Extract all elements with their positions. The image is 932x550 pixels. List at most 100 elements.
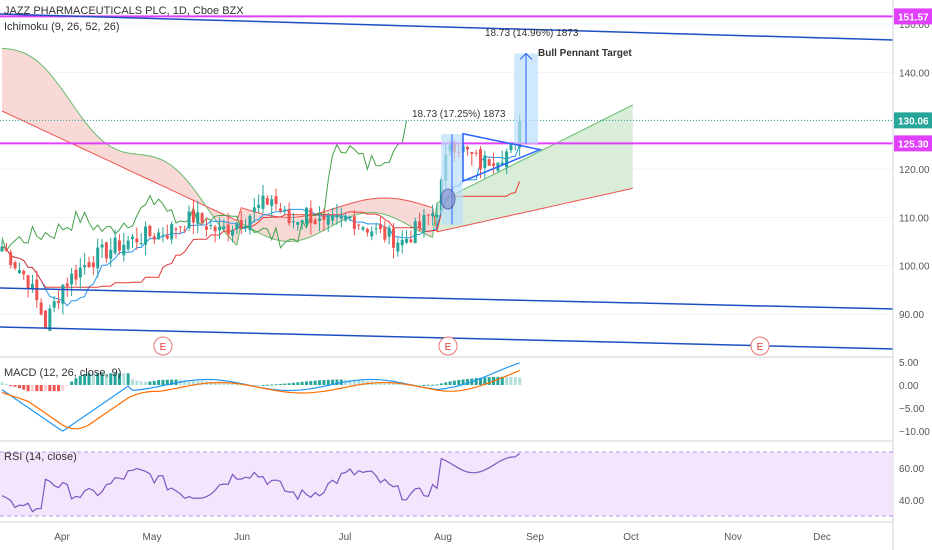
candle-body — [287, 209, 291, 224]
macd-histogram-bar — [191, 380, 195, 385]
time-axis[interactable]: Apr May Jun Jul Aug Sep Oct Nov Dec — [54, 532, 831, 543]
candle-body — [500, 162, 504, 165]
candle-body — [326, 216, 330, 225]
candle-body — [422, 214, 426, 233]
macd-histogram-bar — [335, 379, 339, 385]
macd-histogram-bar — [144, 381, 148, 385]
candle-body — [505, 151, 509, 168]
candle-body — [470, 151, 474, 154]
macd-histogram-bar — [357, 380, 361, 385]
earnings-marker-label: E — [160, 342, 167, 353]
rsi-axis[interactable]: 60.00 40.00 — [899, 464, 924, 507]
channel-top-line — [0, 13, 894, 41]
candle-body — [270, 199, 274, 207]
earnings-marker — [153, 336, 173, 356]
macd-histogram-bar — [87, 373, 91, 385]
price-tick-label: 90.00 — [899, 310, 924, 321]
macd-histogram-bar — [157, 380, 161, 385]
candle-body — [261, 195, 265, 209]
candle-body — [365, 228, 369, 233]
candle-body — [400, 239, 404, 246]
macd-tick-label: −5.00 — [899, 404, 925, 415]
candlesticks — [0, 113, 522, 332]
macd-histogram-bar — [496, 376, 500, 385]
ichimoku-legend: Ichimoku (9, 26, 52, 26) — [4, 21, 120, 33]
macd-histogram-bar — [296, 382, 300, 385]
macd-histogram-bar — [222, 382, 226, 385]
macd-histogram-bar — [113, 373, 117, 385]
price-tick-label: 120.00 — [899, 165, 930, 176]
candle-body — [122, 244, 126, 256]
time-tick-label: Aug — [434, 532, 452, 543]
candle-body — [387, 227, 391, 237]
macd-histogram-bar — [318, 380, 322, 385]
candle-body — [165, 235, 169, 239]
candle-body — [52, 301, 56, 308]
candle-body — [426, 214, 430, 216]
candle-body — [348, 216, 352, 218]
candle-body — [492, 163, 496, 166]
price-tick-label: 140.00 — [899, 68, 930, 79]
earnings-marker — [438, 336, 458, 356]
candle-body — [61, 285, 65, 304]
candle-body — [135, 238, 139, 243]
macd-axis[interactable]: 5.00 0.00 −5.00 −10.00 — [899, 358, 930, 438]
macd-histogram-bar — [196, 380, 200, 385]
macd-histogram-bar — [122, 373, 126, 385]
candle-body — [418, 221, 422, 228]
macd-histogram-bar — [352, 379, 356, 385]
rsi-pane[interactable] — [0, 451, 893, 517]
price-axis[interactable]: 150.00140.00130.00120.00110.00100.0090.0… — [894, 8, 932, 321]
macd-histogram-bar — [374, 381, 378, 385]
time-tick-label: Jul — [339, 532, 352, 543]
macd-histogram-bar — [305, 381, 308, 385]
macd-histogram-bar — [348, 379, 352, 385]
candle-body — [378, 224, 382, 229]
macd-histogram-bar — [274, 384, 278, 386]
ichimoku-lines — [1, 120, 521, 307]
candle-body — [44, 310, 47, 328]
macd-histogram-bar — [61, 385, 65, 391]
candle-body — [357, 224, 361, 226]
macd-histogram-bar — [78, 375, 82, 385]
candle-body — [83, 265, 87, 268]
macd-histogram-bar — [30, 385, 34, 392]
macd-histogram-bar — [278, 383, 282, 385]
candle-body — [200, 213, 204, 223]
macd-histogram-bar — [261, 384, 265, 386]
price-badge — [894, 135, 932, 152]
earnings-marker-label: E — [445, 342, 452, 353]
ichimoku-cloud — [1, 47, 634, 247]
candle-body — [209, 225, 213, 227]
time-tick-label: Oct — [623, 532, 639, 543]
macd-histogram-bar — [109, 373, 113, 385]
rsi-line — [1, 453, 520, 513]
macd-histogram-bar — [361, 380, 365, 385]
macd-histogram-bar — [387, 383, 391, 385]
macd-histogram-bar — [13, 385, 17, 387]
macd-histogram-bar — [452, 380, 456, 385]
macd-histogram-bar — [39, 385, 43, 392]
price-tick-label: 110.00 — [899, 213, 929, 224]
candle-body — [265, 198, 269, 205]
macd-histogram-bar — [378, 382, 382, 385]
time-tick-label: Nov — [724, 532, 742, 543]
price-badge-label: 151.57 — [898, 12, 929, 23]
time-tick-label: Jun — [234, 532, 250, 543]
candle-body — [396, 242, 400, 252]
macd-tick-label: 0.00 — [899, 381, 919, 392]
candle-body — [235, 223, 239, 230]
macd-histogram-bar — [448, 381, 452, 385]
candle-body — [96, 247, 100, 269]
measure-label-1: 18.73 (17.25%) 1873 — [412, 109, 506, 120]
macd-histogram-bar — [252, 384, 256, 386]
candle-body — [0, 246, 4, 252]
macd-pane[interactable] — [0, 362, 522, 432]
macd-histogram-bar — [0, 382, 4, 385]
rsi-tick-label: 40.00 — [899, 496, 924, 507]
candle-body — [370, 231, 374, 237]
cloud-area — [2, 48, 259, 246]
macd-histogram-bar — [226, 383, 230, 385]
